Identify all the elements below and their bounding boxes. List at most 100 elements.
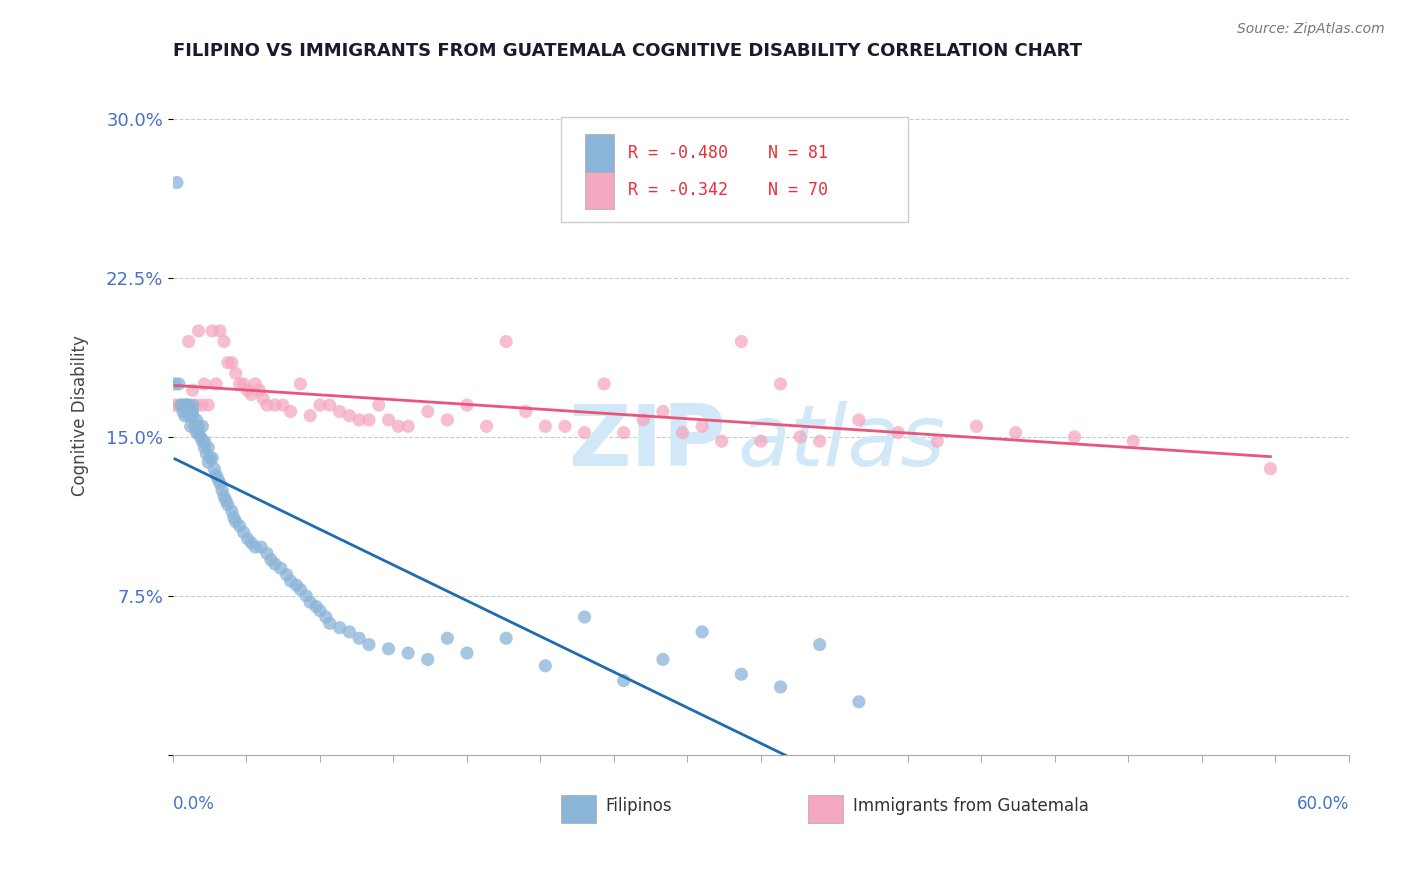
Point — [240, 387, 263, 401]
Point — [187, 425, 209, 440]
Point — [534, 419, 557, 434]
Point — [808, 638, 831, 652]
Point — [651, 652, 673, 666]
Point — [613, 425, 636, 440]
Point — [1004, 425, 1026, 440]
Text: FILIPINO VS IMMIGRANTS FROM GUATEMALA COGNITIVE DISABILITY CORRELATION CHART: FILIPINO VS IMMIGRANTS FROM GUATEMALA CO… — [173, 42, 1083, 60]
Point — [172, 398, 194, 412]
Point — [276, 567, 298, 582]
Point — [495, 334, 517, 349]
Point — [245, 376, 267, 391]
Point — [280, 404, 302, 418]
Point — [177, 409, 200, 423]
Text: R = -0.480    N = 81: R = -0.480 N = 81 — [628, 144, 828, 161]
Point — [264, 557, 287, 571]
Point — [236, 532, 259, 546]
Point — [202, 461, 225, 475]
Point — [305, 599, 328, 614]
Point — [228, 519, 250, 533]
Point — [190, 430, 212, 444]
Point — [232, 376, 254, 391]
Point — [193, 441, 215, 455]
Point — [357, 638, 380, 652]
Point — [290, 582, 312, 597]
Point — [416, 652, 439, 666]
Point — [197, 398, 219, 412]
Text: R = -0.342    N = 70: R = -0.342 N = 70 — [628, 181, 828, 199]
Point — [211, 483, 233, 497]
Point — [212, 334, 235, 349]
Point — [808, 434, 831, 449]
Point — [232, 525, 254, 540]
Point — [730, 667, 752, 681]
Point — [966, 419, 988, 434]
Point — [176, 398, 198, 412]
Point — [329, 404, 352, 418]
Point — [574, 425, 596, 440]
Point — [197, 441, 219, 455]
Point — [290, 376, 312, 391]
Point — [377, 641, 399, 656]
Point — [177, 334, 200, 349]
Point — [256, 398, 278, 412]
Point — [180, 419, 202, 434]
Point — [299, 595, 322, 609]
Point — [749, 434, 772, 449]
Point — [633, 413, 655, 427]
Point — [690, 419, 713, 434]
Point — [176, 398, 198, 412]
Point — [181, 398, 204, 412]
Point — [187, 324, 209, 338]
Point — [280, 574, 302, 588]
Point — [252, 392, 274, 406]
Point — [256, 546, 278, 560]
Point — [387, 419, 409, 434]
Point — [309, 398, 332, 412]
Text: Source: ZipAtlas.com: Source: ZipAtlas.com — [1237, 22, 1385, 37]
Point — [574, 610, 596, 624]
Point — [651, 404, 673, 418]
Point — [163, 376, 186, 391]
Point — [200, 451, 222, 466]
Point — [357, 413, 380, 427]
FancyBboxPatch shape — [561, 117, 908, 222]
Point — [183, 419, 205, 434]
Point — [221, 356, 243, 370]
Point — [228, 376, 250, 391]
Point — [260, 553, 283, 567]
Point — [593, 376, 616, 391]
Point — [215, 493, 238, 508]
Point — [191, 434, 214, 449]
Point — [299, 409, 322, 423]
Point — [710, 434, 733, 449]
Point — [927, 434, 949, 449]
Point — [377, 413, 399, 427]
Point — [245, 540, 267, 554]
Point — [1260, 461, 1282, 475]
Point — [173, 409, 195, 423]
Point — [329, 621, 352, 635]
Point — [186, 425, 208, 440]
Point — [515, 404, 537, 418]
Point — [319, 398, 342, 412]
Point — [181, 384, 204, 398]
Text: Immigrants from Guatemala: Immigrants from Guatemala — [852, 797, 1088, 814]
Text: 60.0%: 60.0% — [1296, 796, 1348, 814]
FancyBboxPatch shape — [585, 134, 614, 171]
Point — [264, 398, 287, 412]
Point — [247, 384, 270, 398]
Point — [186, 398, 208, 412]
Point — [456, 646, 478, 660]
Point — [270, 561, 292, 575]
Point — [195, 447, 218, 461]
Point — [396, 419, 419, 434]
Point — [436, 632, 458, 646]
Point — [170, 398, 193, 412]
Point — [456, 398, 478, 412]
Point — [416, 404, 439, 418]
Point — [295, 589, 318, 603]
Point — [848, 695, 870, 709]
Point — [193, 376, 215, 391]
Point — [309, 604, 332, 618]
Text: Filipinos: Filipinos — [606, 797, 672, 814]
